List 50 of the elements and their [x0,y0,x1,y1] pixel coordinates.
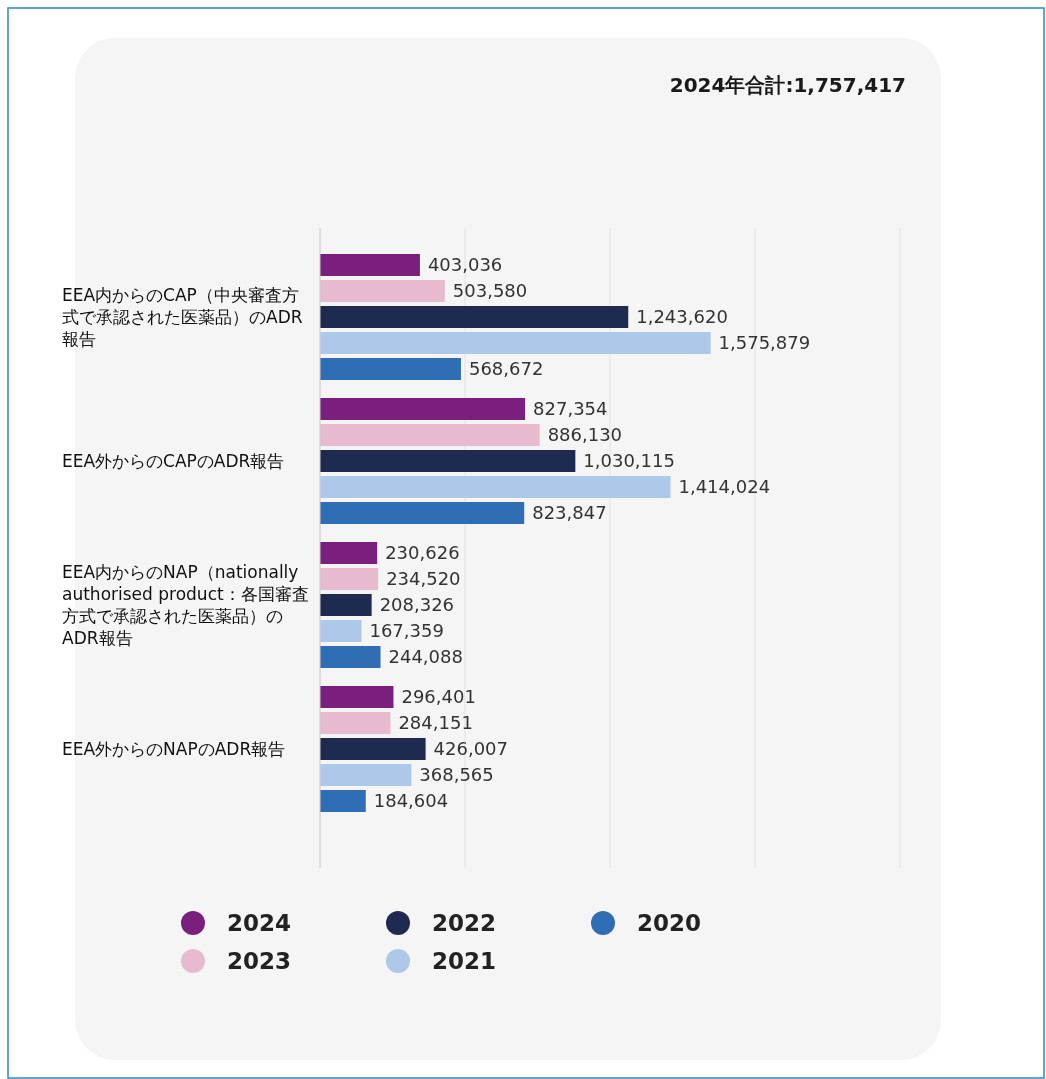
legend-label: 2022 [432,910,497,936]
legend-label: 2021 [432,948,497,974]
bar [320,594,372,616]
data-label: 244,088 [388,646,463,667]
bar [320,280,445,302]
legend-label: 2020 [637,910,702,936]
bar [320,476,671,498]
data-label: 167,359 [369,620,444,641]
bar [320,738,426,760]
data-label: 1,243,620 [636,306,728,327]
bar [320,332,711,354]
bar [320,502,525,524]
bar [320,542,378,564]
bar [320,712,391,734]
data-label: 184,604 [373,790,449,811]
bar [320,306,629,328]
bar [320,358,461,380]
data-label: 368,565 [419,764,494,785]
y-tick-label: EEA外からのCAPのADR報告 [62,450,286,472]
bar [320,398,526,420]
data-label: 1,575,879 [718,332,811,353]
bar [320,646,381,668]
data-label: 1,414,024 [678,476,771,497]
data-label: 284,151 [398,712,473,733]
data-label: 823,847 [532,502,607,523]
data-label: 234,520 [386,568,461,589]
y-tick-label: EEA内からのCAP（中央審査方式で承認された医薬品）のADR報告 [62,284,304,350]
bar [320,254,420,276]
bar [320,764,412,786]
bar [320,424,540,446]
data-label: 1,030,115 [583,450,675,471]
bar [320,568,379,590]
data-label: 208,326 [379,594,455,615]
bar [320,450,576,472]
data-label: 568,672 [468,358,544,379]
y-tick-label: EEA外からのNAPのADR報告 [62,738,287,760]
chart-title: 2024年合計:1,757,417 [669,73,906,97]
data-label: 827,354 [533,398,608,419]
data-label: 403,036 [427,254,503,275]
y-tick-label: EEA内からのNAP（nationally authorised product：各国審査方式で承認された医薬品）のADR報告 [62,561,310,649]
data-label: 230,626 [385,542,460,563]
legend-label: 2023 [227,948,292,974]
data-label: 886,130 [547,424,623,445]
bar [320,620,362,642]
data-label: 296,401 [401,686,476,707]
bar [320,790,366,812]
data-label: 426,007 [433,738,509,759]
bar [320,686,394,708]
data-label: 503,580 [452,280,528,301]
legend-label: 2024 [227,910,292,936]
